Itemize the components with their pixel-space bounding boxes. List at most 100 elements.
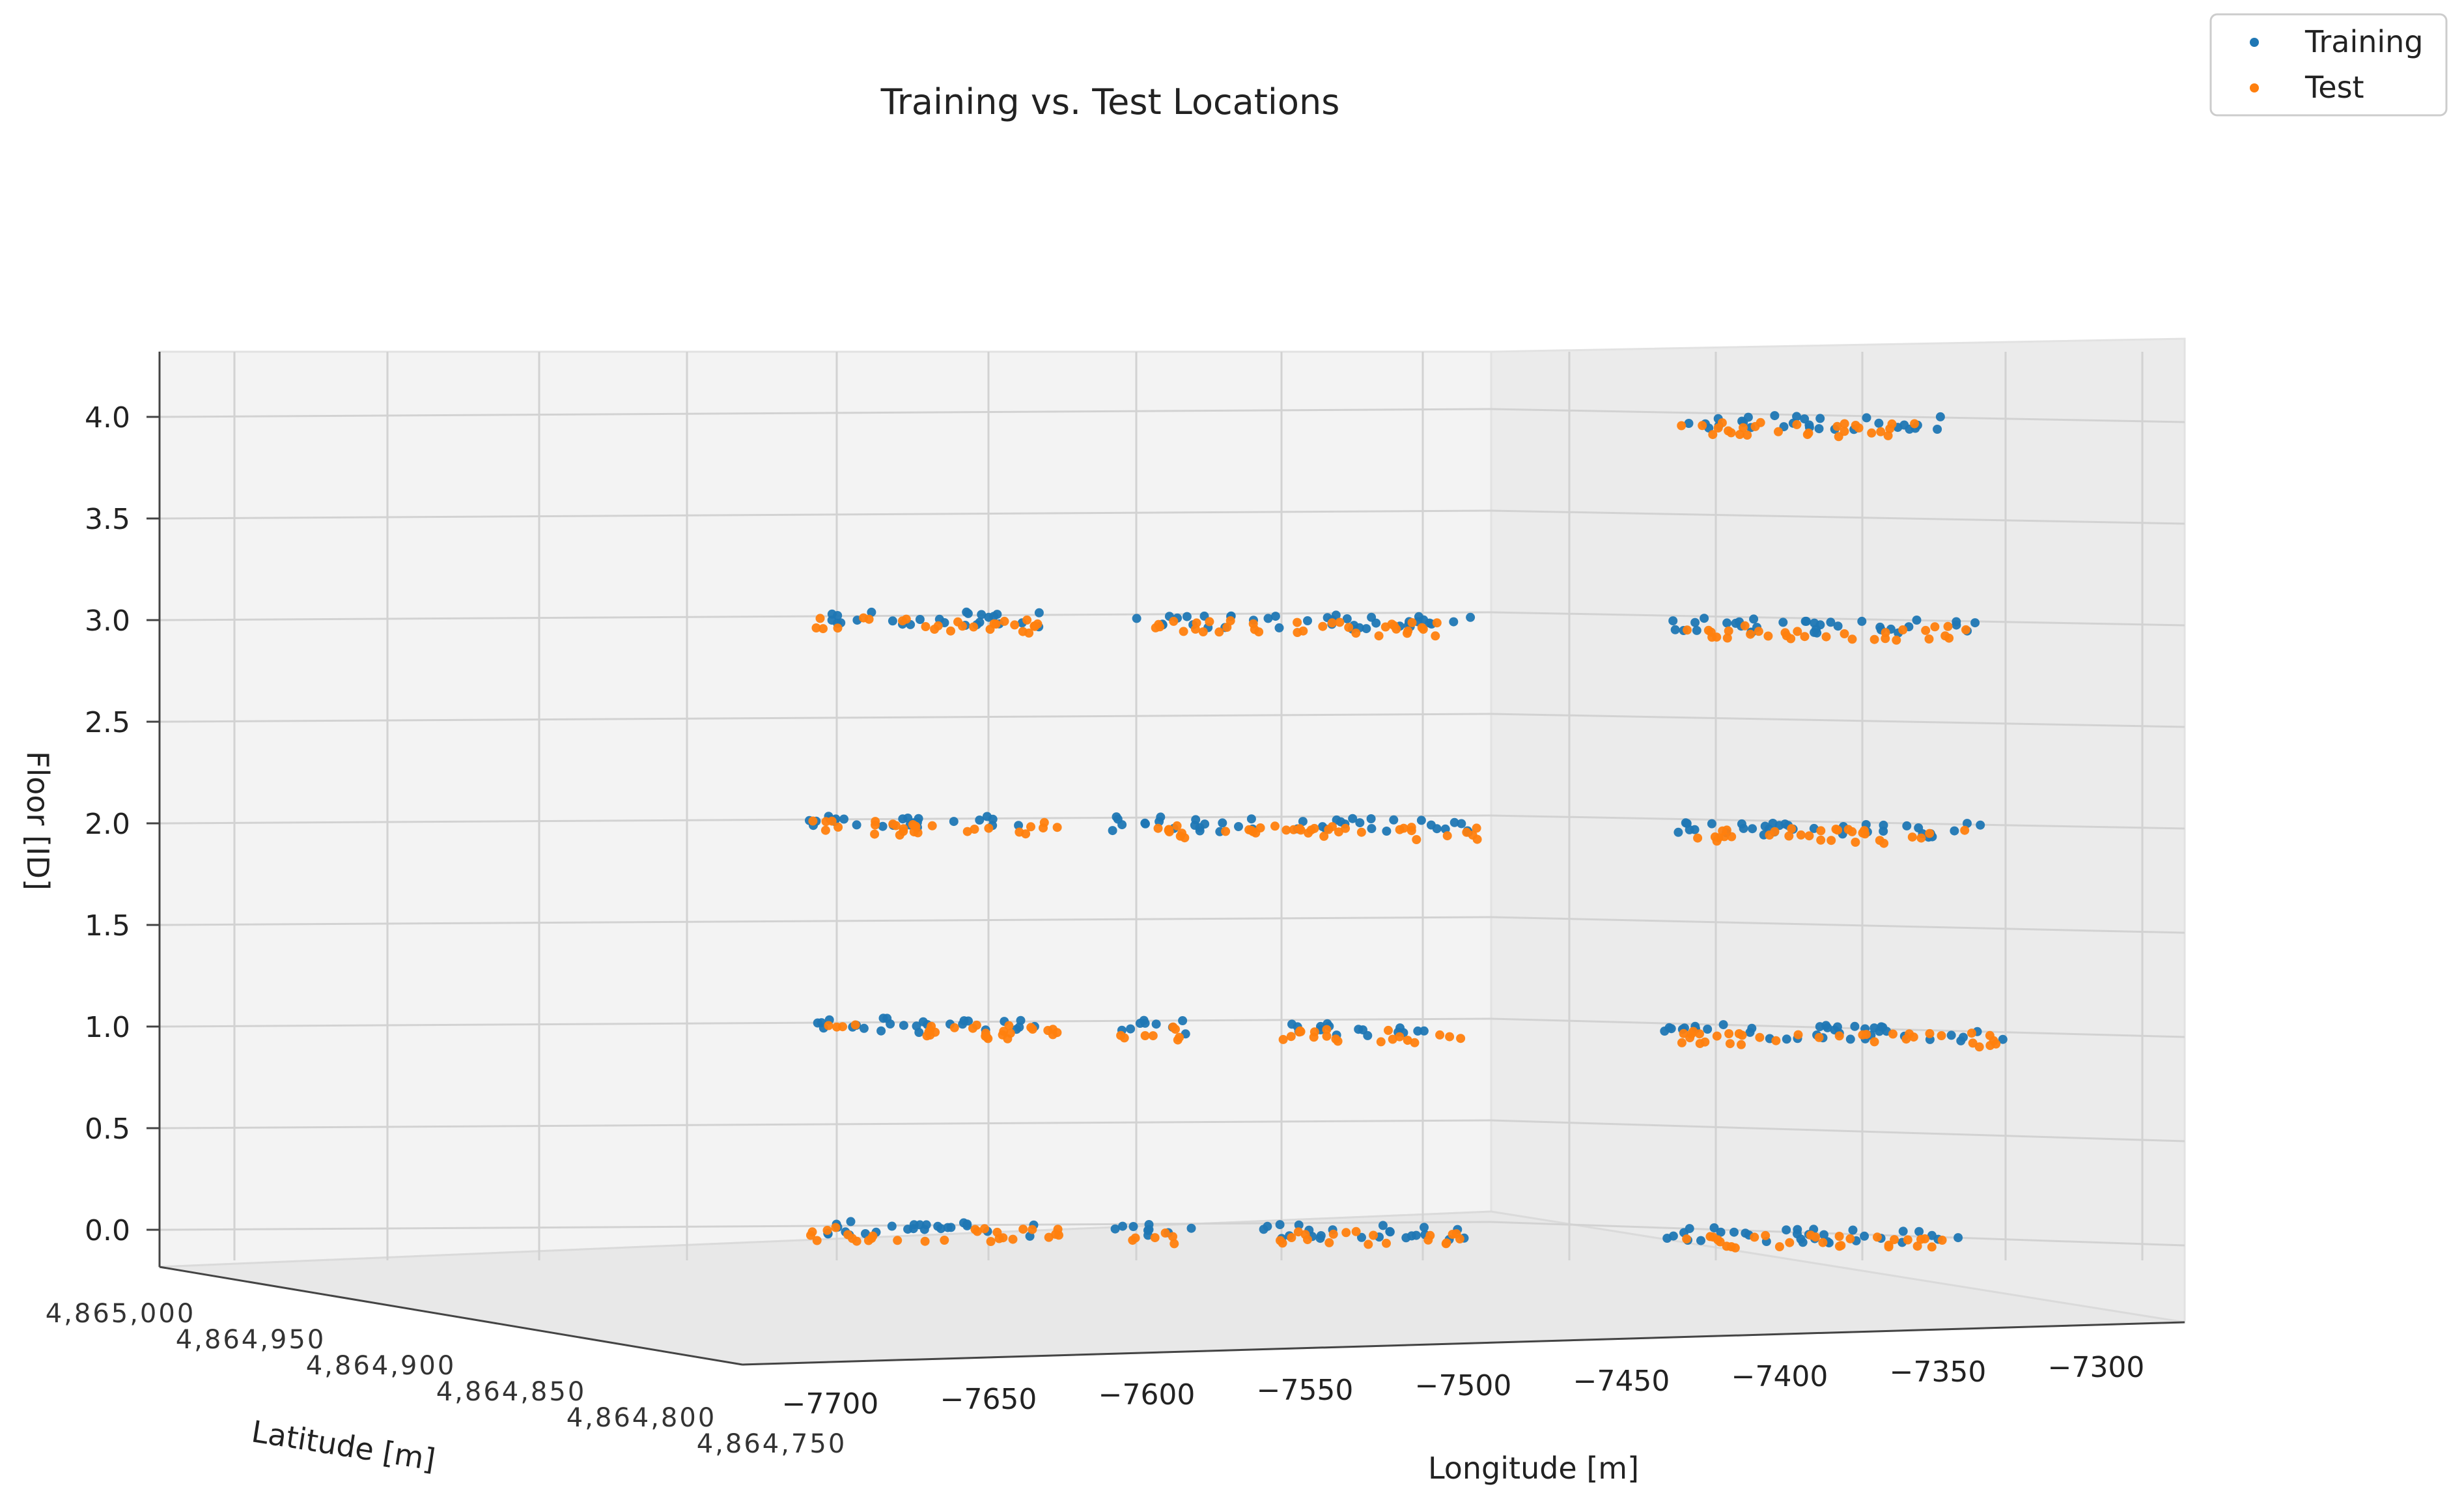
point-training — [1355, 818, 1365, 828]
point-training — [915, 615, 925, 624]
plot-panes — [158, 337, 2186, 1366]
point-test — [1175, 1032, 1184, 1042]
tick-label-y: 4,865,000 — [46, 1299, 196, 1329]
point-test — [1784, 831, 1794, 841]
point-training — [1700, 614, 1709, 623]
point-training — [1234, 822, 1243, 831]
point-test — [1712, 1031, 1722, 1041]
point-training — [1117, 820, 1127, 830]
tick-label-x: −7400 — [1731, 1360, 1828, 1393]
point-test — [1148, 1031, 1158, 1041]
tick-label-y: 4,864,900 — [306, 1351, 456, 1381]
point-test — [1827, 836, 1836, 845]
point-training — [1685, 825, 1694, 834]
point-training — [962, 1221, 972, 1230]
point-test — [1840, 629, 1849, 638]
point-test — [807, 1227, 817, 1237]
point-test — [1278, 1034, 1288, 1044]
point-test — [1943, 621, 1953, 631]
point-test — [1169, 1239, 1179, 1249]
axis-lines — [158, 352, 2185, 1366]
z-axis-label: Floor [ID] — [20, 751, 55, 890]
point-training — [1382, 827, 1392, 836]
point-test — [1755, 1032, 1765, 1042]
point-test — [1324, 1238, 1334, 1247]
point-test — [970, 825, 979, 834]
point-test — [1832, 421, 1842, 431]
point-test — [1293, 628, 1302, 637]
tick-label-z: 1.5 — [85, 909, 130, 943]
point-training — [1186, 1223, 1196, 1233]
point-test — [1382, 1238, 1391, 1248]
point-training — [1108, 826, 1117, 836]
point-test — [1388, 1034, 1397, 1044]
point-test — [1854, 423, 1864, 433]
tick-label-y: 4,864,850 — [436, 1377, 587, 1407]
point-training — [933, 1221, 943, 1231]
point-training — [1332, 815, 1341, 825]
x-axis-line — [742, 1321, 2185, 1366]
point-training — [1420, 1223, 1429, 1232]
point-training — [1371, 618, 1381, 628]
point-test — [1765, 830, 1774, 840]
point-test — [1739, 423, 1748, 433]
point-training — [1950, 826, 1959, 836]
point-test — [1746, 629, 1756, 639]
point-test — [1840, 419, 1849, 429]
point-training — [1792, 412, 1802, 421]
point-test — [1472, 823, 1481, 833]
point-test — [1901, 1034, 1911, 1044]
point-test — [1472, 834, 1482, 844]
point-training — [1668, 1231, 1678, 1241]
point-training — [1722, 618, 1732, 628]
point-training — [964, 1016, 973, 1026]
point-test — [1888, 1029, 1897, 1039]
point-training — [1348, 814, 1358, 823]
point-training — [1128, 1222, 1138, 1231]
point-test — [1153, 823, 1163, 833]
point-training — [1416, 816, 1426, 825]
point-test — [1695, 1029, 1704, 1039]
point-test — [927, 821, 937, 830]
point-test — [1335, 617, 1345, 627]
point-training — [1898, 1227, 1908, 1236]
point-test — [1281, 825, 1291, 835]
point-training — [1826, 617, 1836, 627]
grid-line-z — [159, 713, 1492, 723]
point-training — [859, 1023, 869, 1033]
point-test — [1300, 1230, 1310, 1240]
point-training — [1869, 1023, 1879, 1033]
tick-label-z: 3.0 — [85, 604, 130, 638]
point-test — [1816, 835, 1826, 845]
point-test — [1796, 830, 1806, 840]
point-test — [1774, 1242, 1784, 1251]
point-training — [1952, 620, 1961, 630]
grid-lines — [147, 352, 2185, 1260]
point-test — [1851, 838, 1860, 847]
point-training — [1739, 823, 1748, 833]
point-training — [1673, 827, 1683, 837]
point-test — [1960, 825, 1970, 835]
point-test — [1445, 1032, 1455, 1042]
point-test — [1785, 1238, 1795, 1247]
point-test — [1364, 1240, 1373, 1249]
point-test — [1834, 1232, 1844, 1241]
point-training — [888, 616, 897, 626]
point-test — [1879, 838, 1889, 848]
point-test — [1821, 632, 1831, 642]
point-training — [1782, 1225, 1791, 1235]
y-axis-line — [159, 1266, 743, 1366]
point-test — [1287, 1233, 1296, 1242]
point-training — [1690, 617, 1700, 627]
point-test — [1160, 1228, 1170, 1238]
point-training — [1178, 1016, 1188, 1025]
point-training — [1902, 821, 1912, 830]
tick-label-y: 4,864,800 — [567, 1403, 717, 1433]
point-training — [1692, 625, 1701, 635]
point-training — [1716, 1227, 1726, 1237]
point-test — [1843, 825, 1853, 834]
point-test — [1000, 616, 1009, 626]
point-test — [1168, 1232, 1177, 1242]
point-training — [1411, 1230, 1421, 1240]
point-test — [1924, 634, 1934, 644]
